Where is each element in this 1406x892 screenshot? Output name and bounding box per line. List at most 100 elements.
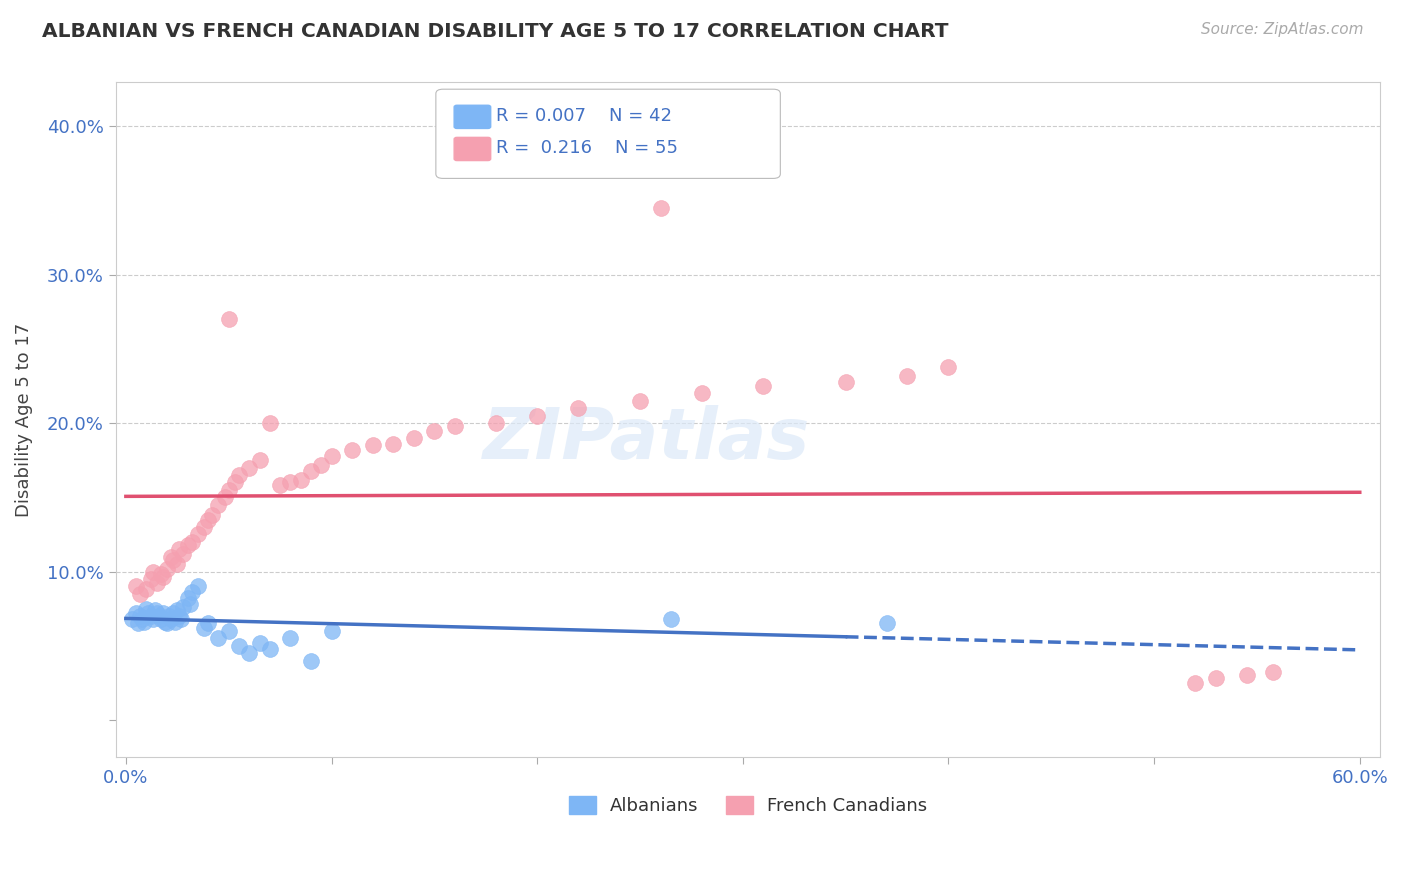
Point <box>299 653 322 667</box>
Point <box>197 512 219 526</box>
Point <box>162 552 184 566</box>
Point <box>896 368 918 383</box>
Point <box>218 483 240 497</box>
Point <box>135 582 157 597</box>
Point <box>444 419 467 434</box>
Text: R =  0.216    N = 55: R = 0.216 N = 55 <box>496 139 678 157</box>
Point <box>172 600 194 615</box>
Point <box>280 632 302 646</box>
Point <box>166 603 188 617</box>
Point <box>690 386 713 401</box>
Point <box>299 464 322 478</box>
Point <box>169 542 191 557</box>
Point <box>218 312 240 326</box>
Point <box>269 478 291 492</box>
Text: Source: ZipAtlas.com: Source: ZipAtlas.com <box>1201 22 1364 37</box>
Point <box>834 375 856 389</box>
Point <box>152 570 174 584</box>
Point <box>228 639 250 653</box>
Point <box>125 606 148 620</box>
Point <box>218 624 240 638</box>
Point <box>238 460 260 475</box>
Point <box>187 527 209 541</box>
Point <box>214 491 236 505</box>
Point <box>148 609 170 624</box>
Point <box>145 606 167 620</box>
Point <box>162 606 184 620</box>
Point <box>121 612 143 626</box>
Point <box>193 520 215 534</box>
Point <box>485 416 508 430</box>
Point <box>321 449 343 463</box>
Point <box>249 636 271 650</box>
Point <box>224 475 246 490</box>
Point <box>321 624 343 638</box>
Point <box>1205 671 1227 685</box>
Point <box>309 458 332 472</box>
Point <box>249 453 271 467</box>
Point <box>628 393 651 408</box>
Point <box>142 612 165 626</box>
Point <box>1184 675 1206 690</box>
Point <box>1236 668 1258 682</box>
Point <box>152 606 174 620</box>
Point <box>180 585 202 599</box>
Point <box>176 591 198 606</box>
Point <box>382 437 405 451</box>
Point <box>131 612 153 626</box>
Point <box>160 549 183 564</box>
Point <box>129 609 152 624</box>
Point <box>290 473 312 487</box>
Point <box>165 615 187 629</box>
Point <box>160 612 183 626</box>
Point <box>361 438 384 452</box>
Point <box>169 609 191 624</box>
Text: ALBANIAN VS FRENCH CANADIAN DISABILITY AGE 5 TO 17 CORRELATION CHART: ALBANIAN VS FRENCH CANADIAN DISABILITY A… <box>42 22 949 41</box>
Point <box>650 201 672 215</box>
Point <box>340 442 363 457</box>
Point <box>156 616 179 631</box>
Point <box>207 632 229 646</box>
Point <box>259 416 281 430</box>
Text: R = 0.007    N = 42: R = 0.007 N = 42 <box>496 107 672 125</box>
Point <box>180 534 202 549</box>
Point <box>938 359 960 374</box>
Point <box>139 609 162 624</box>
Point <box>139 572 162 586</box>
Point <box>134 615 156 629</box>
Point <box>176 538 198 552</box>
Point <box>156 561 179 575</box>
Point <box>125 579 148 593</box>
Point <box>259 641 281 656</box>
Point <box>179 597 201 611</box>
Point <box>166 557 188 571</box>
Point <box>127 616 149 631</box>
Legend: Albanians, French Canadians: Albanians, French Canadians <box>561 789 935 822</box>
Point <box>423 424 446 438</box>
Point <box>187 579 209 593</box>
Point <box>138 606 160 620</box>
Point <box>193 621 215 635</box>
Point <box>149 567 172 582</box>
Point <box>876 616 898 631</box>
Point <box>228 468 250 483</box>
Point <box>172 547 194 561</box>
Point <box>207 498 229 512</box>
Point <box>145 576 167 591</box>
Point <box>157 609 180 624</box>
Text: ZIPatlas: ZIPatlas <box>484 405 810 475</box>
Point <box>197 616 219 631</box>
Point <box>659 612 682 626</box>
Point <box>149 612 172 626</box>
Point <box>1263 665 1285 680</box>
Y-axis label: Disability Age 5 to 17: Disability Age 5 to 17 <box>15 322 32 516</box>
Point <box>170 612 193 626</box>
Point <box>153 615 176 629</box>
Point <box>402 431 425 445</box>
Point <box>143 603 166 617</box>
Point <box>142 565 165 579</box>
Point <box>238 646 260 660</box>
Point <box>280 475 302 490</box>
Point <box>135 601 157 615</box>
Point <box>567 401 589 416</box>
